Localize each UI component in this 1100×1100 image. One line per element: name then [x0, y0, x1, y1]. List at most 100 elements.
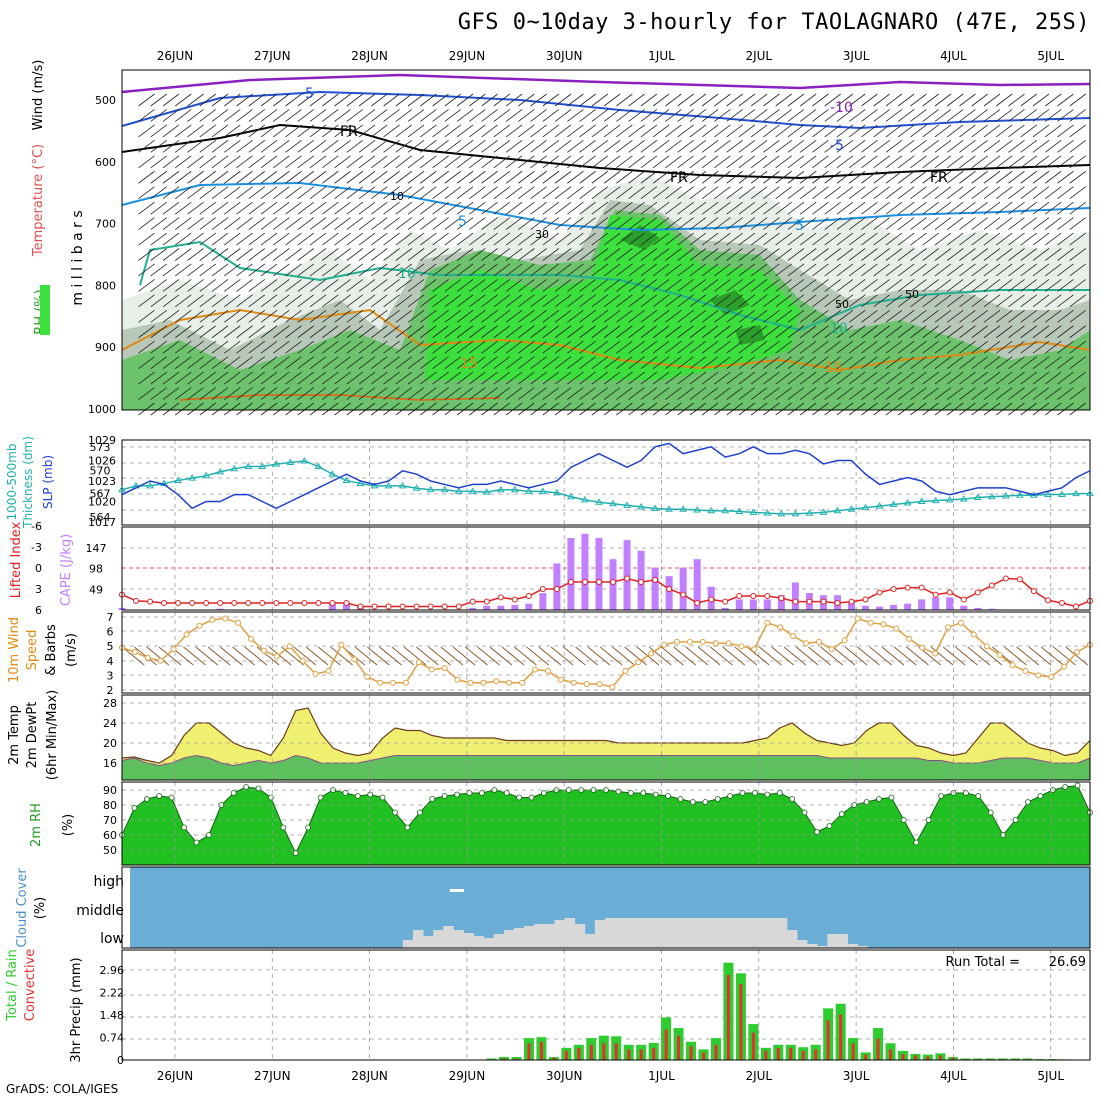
upper-wind-barb: [407, 201, 425, 215]
wind-barb: [1040, 646, 1064, 666]
lifted-index-series-marker: [133, 597, 140, 604]
cape-bar: [890, 604, 898, 610]
upper-wind-barb: [567, 232, 584, 246]
upper-wind-barb: [322, 387, 339, 400]
upper-wind-barb: [934, 356, 952, 369]
upper-wind-barb: [787, 186, 805, 200]
upper-wind-barb: [493, 309, 511, 323]
upper-wind-barb: [297, 371, 315, 385]
upper-wind-barb: [322, 340, 339, 354]
upper-wind-barb: [971, 155, 988, 169]
upper-wind-barb: [273, 93, 290, 107]
cape-bar: [651, 567, 659, 610]
rh-marker: [168, 794, 175, 801]
upper-wind-barb: [885, 186, 903, 200]
upper-wind-barb: [579, 109, 596, 122]
upper-wind-barb: [371, 124, 388, 138]
upper-wind-barb: [1020, 170, 1037, 184]
cloud-low-bar: [756, 918, 768, 948]
lifted-index-series-marker: [918, 584, 925, 591]
upper-wind-barb: [260, 248, 278, 261]
rh-marker: [752, 790, 758, 796]
lifted-index-series-marker: [413, 603, 420, 610]
lifted-index-series-marker: [610, 579, 617, 585]
upper-wind-barb: [175, 356, 192, 369]
wind-speed-series-marker: [1048, 673, 1055, 680]
upper-wind-barb: [1032, 309, 1050, 323]
precip-tick: 0.74: [100, 1032, 125, 1045]
upper-wind-barb: [199, 93, 217, 107]
upper-wind-barb: [910, 356, 927, 369]
wind-barb: [1016, 646, 1040, 666]
upper-wind-barb: [995, 140, 1013, 153]
contour-5: [121, 181, 1091, 232]
upper-wind-barb: [150, 109, 167, 122]
upper-wind-barb: [1057, 217, 1074, 230]
upper-wind-barb: [897, 340, 915, 354]
upper-wind-barb: [971, 140, 988, 153]
upper-wind-barb: [407, 402, 425, 416]
upper-wind-barb: [371, 356, 388, 369]
upper-wind-barb: [481, 294, 498, 308]
wind-speed-series-marker: [260, 647, 267, 654]
upper-wind-barb: [836, 294, 854, 308]
upper-wind-barb: [248, 387, 266, 400]
upper-wind-barb: [616, 170, 633, 184]
upper-wind-barb: [187, 232, 204, 246]
thickness-series-marker: [875, 502, 884, 509]
upper-wind-barb: [297, 340, 315, 354]
upper-wind-barb: [224, 294, 241, 308]
upper-wind-barb: [922, 186, 939, 200]
upper-wind-barb: [199, 387, 217, 400]
rh-marker: [404, 824, 411, 831]
upper-wind-barb: [432, 201, 449, 215]
upper-wind-barb: [738, 155, 756, 169]
upper-wind-barb: [591, 93, 609, 107]
upper-wind-barb: [861, 309, 878, 323]
upper-wind-barb: [726, 186, 743, 200]
upper-wind-barb: [395, 263, 413, 277]
upper-wind-barb: [1069, 155, 1086, 169]
upper-wind-barb: [775, 279, 792, 292]
upper-wind-barb: [407, 263, 425, 277]
upper-wind-barb: [848, 371, 866, 385]
wind-barb: [391, 646, 415, 666]
upper-wind-barb: [946, 263, 964, 277]
lifted-index-series-marker: [890, 586, 897, 592]
wind-barb: [465, 646, 488, 666]
upper-wind-barb: [469, 155, 486, 169]
upper-wind-barb: [1008, 279, 1025, 292]
upper-wind-barb: [199, 371, 217, 385]
contour-label: 50: [835, 298, 849, 311]
upper-wind-barb: [309, 248, 327, 261]
wind-barb: [575, 646, 598, 666]
upper-wind-barb: [1008, 170, 1025, 184]
upper-wind-barb: [1032, 124, 1050, 138]
upper-wind-barb: [260, 340, 278, 354]
upper-wind-barb: [579, 340, 596, 354]
upper-wind-barb: [861, 186, 878, 200]
upper-wind-barb: [628, 201, 645, 215]
upper-wind-barb: [469, 170, 486, 184]
upper-wind-barb: [934, 371, 952, 385]
upper-wind-barb: [554, 325, 572, 339]
upper-wind-barb: [714, 232, 731, 246]
upper-wind-barb: [897, 93, 915, 107]
upper-wind-barb: [444, 279, 462, 292]
upper-wind-barb: [640, 402, 658, 416]
thickness-series-marker: [679, 505, 688, 512]
upper-wind-barb: [493, 340, 511, 354]
lifted-index-series-marker: [708, 596, 715, 603]
upper-wind-barb: [150, 325, 167, 339]
lifted-index-series-marker: [974, 589, 981, 596]
upper-wind-barb: [824, 140, 841, 153]
upper-wind-barb: [346, 124, 364, 138]
upper-wind-barb: [738, 93, 756, 107]
wind-speed-series-marker: [519, 679, 526, 686]
upper-wind-barb: [505, 325, 523, 339]
rh-marker: [727, 793, 734, 799]
upper-wind-barb: [1069, 217, 1086, 230]
upper-wind-barb: [407, 387, 425, 400]
upper-wind-barb: [358, 93, 376, 107]
thickness-series-marker: [356, 479, 365, 487]
